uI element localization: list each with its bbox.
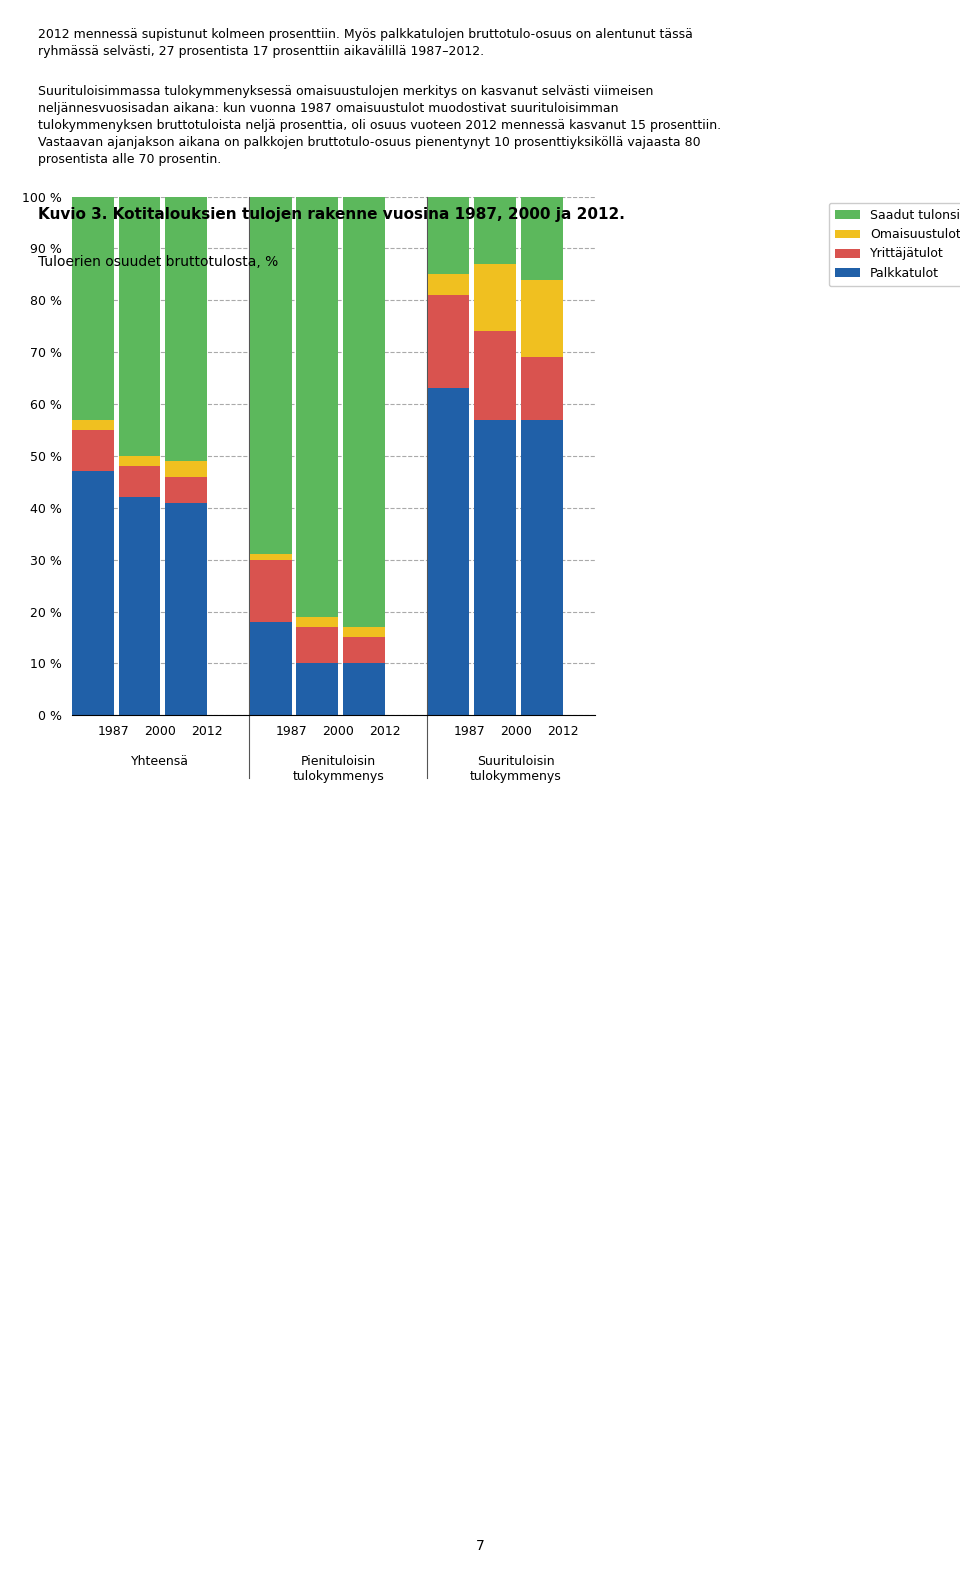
Bar bbox=[72, 472, 113, 715]
Bar bbox=[118, 456, 160, 467]
Bar bbox=[297, 663, 338, 715]
Text: Tuloerien osuudet bruttotulosta, %: Tuloerien osuudet bruttotulosta, % bbox=[38, 255, 278, 269]
Text: Kuvio 3. Kotitalouksien tulojen rakenne vuosina 1987, 2000 ja 2012.: Kuvio 3. Kotitalouksien tulojen rakenne … bbox=[38, 208, 625, 222]
Bar bbox=[343, 663, 385, 715]
Bar bbox=[72, 420, 113, 429]
Bar bbox=[474, 420, 516, 715]
Bar bbox=[343, 196, 385, 627]
Bar bbox=[521, 280, 563, 357]
Text: Pienituloisin
tulokymmenys: Pienituloisin tulokymmenys bbox=[292, 755, 384, 783]
Bar bbox=[521, 196, 563, 280]
Bar bbox=[165, 503, 206, 715]
Bar bbox=[250, 560, 292, 623]
Bar bbox=[165, 476, 206, 503]
Bar bbox=[165, 461, 206, 476]
Bar bbox=[474, 332, 516, 420]
Bar bbox=[250, 623, 292, 715]
Legend: Saadut tulonsiirrot, Omaisuustulot, Yrittäjätulot, Palkkatulot: Saadut tulonsiirrot, Omaisuustulot, Yrit… bbox=[828, 203, 960, 286]
Text: Suurituloisimmassa tulokymmenyksessä omaisuustulojen merkitys on kasvanut selväs: Suurituloisimmassa tulokymmenyksessä oma… bbox=[38, 85, 722, 167]
Bar bbox=[428, 388, 469, 715]
Bar bbox=[250, 555, 292, 560]
Bar bbox=[72, 196, 113, 420]
Bar bbox=[474, 196, 516, 264]
Bar bbox=[250, 196, 292, 555]
Text: Suurituloisin
tulokymmenys: Suurituloisin tulokymmenys bbox=[470, 755, 562, 783]
Bar bbox=[521, 357, 563, 420]
Text: 7: 7 bbox=[475, 1539, 485, 1553]
Bar bbox=[165, 196, 206, 461]
Bar bbox=[428, 274, 469, 296]
Bar bbox=[474, 264, 516, 332]
Bar bbox=[118, 497, 160, 715]
Text: 2012 mennessä supistunut kolmeen prosenttiin. Myös palkkatulojen bruttotulo-osuu: 2012 mennessä supistunut kolmeen prosent… bbox=[38, 28, 693, 58]
Bar bbox=[428, 196, 469, 274]
Bar bbox=[297, 616, 338, 627]
Bar bbox=[72, 429, 113, 472]
Bar bbox=[521, 420, 563, 715]
Text: Yhteensä: Yhteensä bbox=[132, 755, 189, 767]
Bar bbox=[428, 296, 469, 388]
Bar bbox=[297, 627, 338, 663]
Bar bbox=[343, 638, 385, 663]
Bar bbox=[118, 467, 160, 497]
Bar bbox=[118, 196, 160, 456]
Bar bbox=[343, 627, 385, 638]
Bar bbox=[297, 196, 338, 616]
